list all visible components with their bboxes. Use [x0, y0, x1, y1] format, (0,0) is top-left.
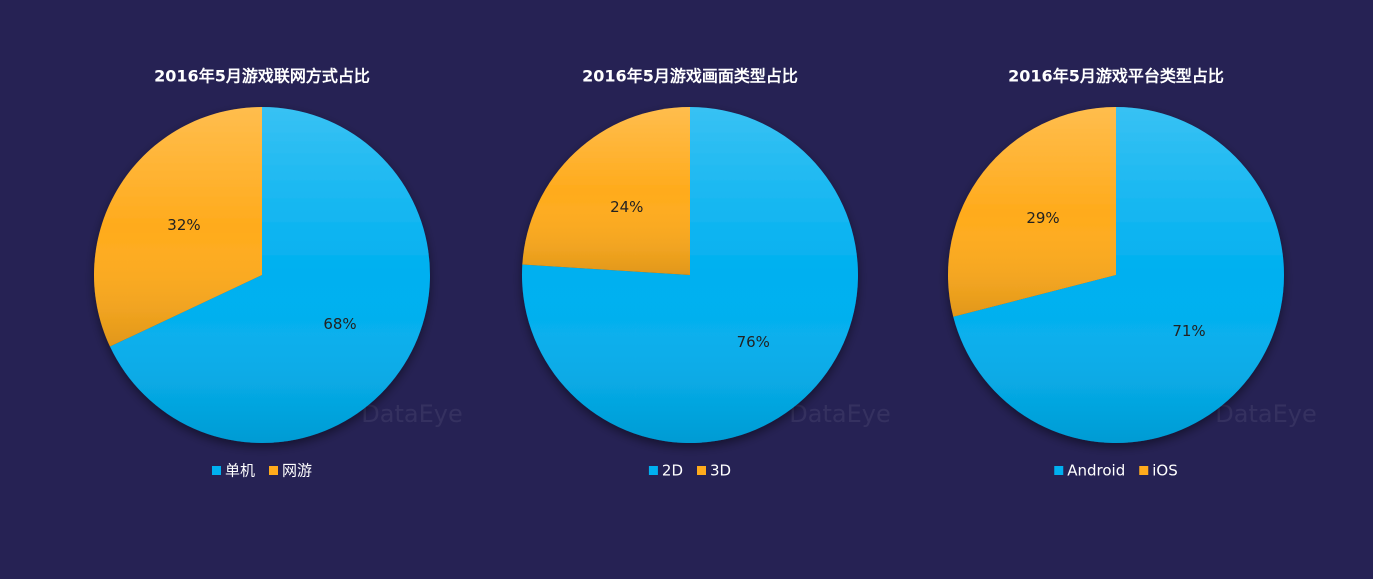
pie [521, 107, 858, 443]
slice-shade [948, 107, 1116, 317]
legend-label: 3D [710, 462, 731, 480]
chart-title: 2016年5月游戏联网方式占比 [154, 67, 370, 86]
data-label: 68% [323, 315, 356, 333]
watermark: DataEye [1215, 400, 1316, 428]
slice-shade [93, 107, 263, 347]
data-label: 29% [1026, 209, 1059, 227]
data-label: 76% [737, 333, 770, 351]
legend-swatch [1054, 466, 1064, 475]
legend-label: Android [1067, 462, 1125, 480]
data-label: 71% [1172, 322, 1205, 340]
watermark: DataEye [789, 400, 890, 428]
legend-label: 2D [662, 462, 683, 480]
watermark: DataEye [361, 400, 462, 428]
slice-shade [953, 107, 1284, 444]
legend-swatch [211, 466, 221, 475]
legend: Android iOS [1054, 462, 1178, 480]
legend-label: iOS [1152, 462, 1178, 480]
slice-shade [522, 107, 690, 275]
legend-swatch [269, 466, 278, 475]
legend-swatch [697, 466, 706, 475]
legend-swatch [1139, 466, 1149, 475]
chart-title: 2016年5月游戏画面类型占比 [582, 67, 798, 86]
legend: 单机 网游 [211, 462, 312, 480]
legend-label: 网游 [282, 462, 312, 480]
legend-swatch [648, 466, 658, 475]
chart-title: 2016年5月游戏平台类型占比 [1008, 67, 1224, 86]
legend-label: 单机 [225, 462, 255, 480]
pie [948, 107, 1284, 444]
data-label: 24% [610, 198, 643, 216]
pie [93, 107, 431, 443]
slice-shade [109, 107, 431, 443]
data-label: 32% [167, 216, 200, 234]
legend: 2D 3D [648, 462, 731, 480]
